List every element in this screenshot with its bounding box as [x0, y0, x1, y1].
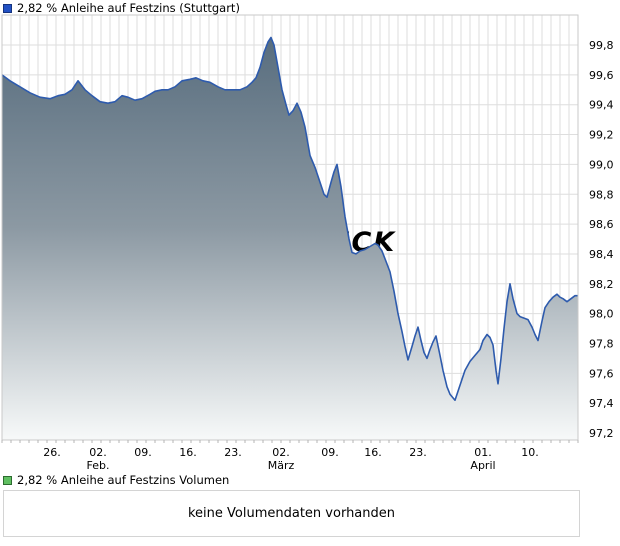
x-axis-label: 23.	[224, 446, 242, 459]
x-axis-label: 02.	[272, 446, 290, 459]
volume-legend: 2,82 % Anleihe auf Festzins Volumen	[3, 474, 229, 486]
x-axis-label: 23.	[409, 446, 427, 459]
price-series-swatch	[3, 3, 12, 13]
x-axis-month-label: März	[268, 459, 295, 472]
price-legend: 2,82 % Anleihe auf Festzins (Stuttgart)	[3, 2, 240, 14]
price-series-label: 2,82 % Anleihe auf Festzins (Stuttgart)	[17, 1, 240, 15]
x-axis-label: 09.	[321, 446, 339, 459]
x-axis-label: 01.	[474, 446, 492, 459]
y-axis-label: 97,6	[589, 367, 614, 380]
volume-panel: keine Volumendaten vorhanden	[3, 490, 580, 537]
y-axis-label: 98,8	[589, 188, 614, 201]
x-axis-label: 16.	[364, 446, 382, 459]
y-axis-label: 99,0	[589, 158, 614, 171]
price-line	[1, 36, 578, 401]
x-axis-label: 02.	[89, 446, 107, 459]
y-axis-label: 98,2	[589, 278, 614, 291]
y-axis-label: 97,8	[589, 338, 614, 351]
y-axis-label: 97,2	[589, 427, 614, 440]
y-axis-label: 98,0	[589, 308, 614, 321]
volume-series-label: 2,82 % Anleihe auf Festzins Volumen	[17, 473, 230, 487]
x-axis-label: 09.	[134, 446, 152, 459]
y-axis-label: 99,6	[589, 69, 614, 82]
x-axis-label: 10.	[521, 446, 539, 459]
y-axis-label: 99,8	[589, 39, 614, 52]
x-axis-label: 16.	[179, 446, 197, 459]
area-fill	[2, 37, 578, 440]
y-axis-label: 98,6	[589, 218, 614, 231]
y-axis-label: 98,4	[589, 248, 614, 261]
volume-series-swatch	[3, 475, 12, 485]
x-axis-month-label: April	[470, 459, 495, 472]
y-axis-label: 99,4	[589, 99, 614, 112]
x-axis-label: 26.	[43, 446, 61, 459]
y-axis-label: 99,2	[589, 129, 614, 142]
price-chart[interactable]: 99,8 99,6 99,4 99,2 99,0 98,8 98,6 98,4 98,2 98,0…	[0, 0, 620, 472]
no-volume-message: keine Volumendaten vorhanden	[187, 506, 396, 521]
y-axis-label: 97,4	[589, 397, 614, 410]
x-axis-month-label: Feb.	[87, 459, 110, 472]
